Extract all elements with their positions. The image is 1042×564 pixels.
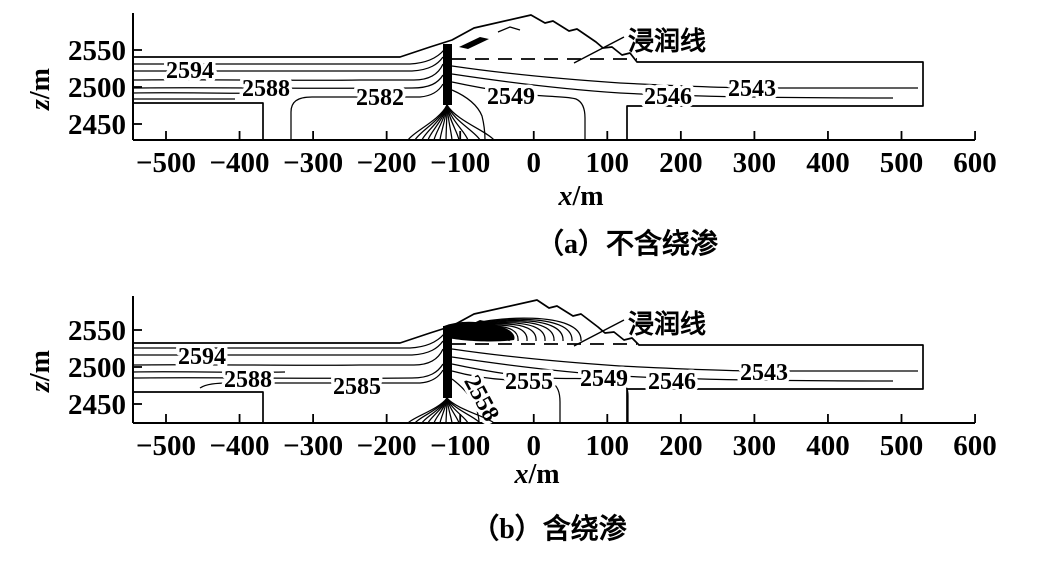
x-tick-label: −100 [430, 147, 490, 179]
contour-value-label: 2594 [166, 58, 214, 84]
x-tick-label: −400 [210, 430, 270, 462]
cutoff-wall-a [443, 44, 452, 105]
x-tick-label: −200 [357, 147, 417, 179]
contour-line [133, 49, 445, 65]
bypass-seepage-contour [467, 318, 573, 342]
x-tick-label: 600 [953, 430, 997, 462]
flow-fan-line [446, 397, 495, 424]
x-tick-label: 300 [733, 430, 777, 462]
contour-line [451, 73, 894, 99]
contour-line [132, 74, 444, 89]
contour-value-label: 2555 [505, 369, 553, 395]
crest-berm-line-a [497, 26, 521, 33]
bypass-seepage-contour [466, 319, 564, 342]
y-tick-label: 2550 [68, 315, 126, 347]
bypass-seepage-contour [458, 325, 519, 342]
x-tick-label: −300 [283, 147, 343, 179]
contour-line [132, 348, 444, 366]
x-tick-label: −500 [136, 147, 196, 179]
contour-line [451, 370, 561, 423]
contour-value-label: 2549 [580, 366, 628, 392]
phreatic-label-b: 浸润线 [628, 309, 706, 339]
x-tick-label: −200 [357, 430, 417, 462]
x-tick-label: 0 [527, 430, 542, 462]
contour-line [451, 348, 918, 372]
x-tick-label: 500 [880, 430, 924, 462]
chart-b: 浸润线 x/m z/m （b）含绕渗 −500 −400 −300 −200 −100 0… [25, 296, 997, 545]
contour-value-label: 2543 [728, 76, 776, 102]
flow-fan-line [446, 104, 495, 141]
contour-line [451, 81, 586, 140]
contour-line [132, 371, 286, 373]
x-tick-label: 200 [659, 430, 703, 462]
x-tick-label: 300 [733, 147, 777, 179]
foundation-shelf-left-b [133, 391, 264, 423]
caption-a: （a）不含绕渗 [536, 227, 719, 260]
contour-value-label: 2585 [333, 374, 381, 400]
water-level-marker-a [459, 37, 489, 49]
contour-value-label: 2546 [644, 84, 692, 110]
chart-a: 浸润线 x/m z/m （a）不含绕渗 −500 −400 −300 −200 −100… [25, 13, 997, 260]
x-tick-label: 400 [806, 430, 850, 462]
contour-line [290, 83, 444, 140]
foundation-shelf-left-a [133, 102, 264, 140]
x-tick-label: 500 [880, 147, 924, 179]
contour-line [133, 56, 444, 72]
y-tick-label: 2550 [68, 35, 126, 67]
contour-value-label: 2582 [356, 85, 404, 111]
bypass-seepage-contour [457, 327, 510, 342]
y-tick-label: 2450 [68, 389, 126, 421]
contour-value-label: 2543 [740, 360, 788, 386]
x-axis-title-b: x/m [513, 459, 559, 490]
y-axis-title-b: z/m [25, 350, 56, 393]
contour-value-label: 2546 [648, 369, 696, 395]
phreatic-leader-b [573, 319, 625, 347]
contour-line [199, 369, 444, 389]
x-tick-label: 100 [586, 147, 630, 179]
x-tick-label: −100 [430, 430, 490, 462]
y-tick-label: 2500 [68, 352, 126, 384]
contour-value-label: 2588 [224, 367, 272, 393]
contour-line [133, 340, 444, 356]
x-tick-label: 200 [659, 147, 703, 179]
x-tick-label: 400 [806, 147, 850, 179]
contour-value-label: 2594 [178, 344, 226, 370]
cutoff-wall-b [443, 326, 452, 398]
x-tick-label: −300 [283, 430, 343, 462]
contour-line [132, 92, 286, 94]
x-tick-label: 600 [953, 147, 997, 179]
contour-line [132, 363, 444, 379]
contour-line [133, 333, 445, 349]
bypass-seepage-contour [461, 323, 537, 342]
bypass-seepage-contour [469, 317, 582, 342]
bypass-seepage-contour [463, 322, 546, 342]
dam-outline-a [133, 14, 924, 140]
x-tick-label: 0 [527, 147, 542, 179]
contour-value-label: 2588 [242, 76, 290, 102]
y-tick-label: 2450 [68, 109, 126, 141]
caption-b: （b）含绕渗 [471, 512, 628, 545]
phreatic-leader-a [573, 36, 625, 64]
contour-line [451, 65, 918, 89]
generated-ticks-labels-a: −500 −400 −300 −200 −100 0 100 200 300 400 500 600 2… [68, 35, 997, 179]
contour-line [451, 356, 894, 382]
x-tick-label: −500 [136, 430, 196, 462]
y-axis-title-a: z/m [25, 68, 56, 111]
contour-line [451, 363, 629, 423]
x-tick-label: −400 [210, 147, 270, 179]
phreatic-label-a: 浸润线 [628, 26, 706, 56]
contour-value-label: 2549 [487, 84, 535, 110]
x-axis-title-a: x/m [557, 181, 603, 212]
bypass-seepage-contour [460, 324, 528, 342]
contour-line [132, 63, 444, 81]
x-tick-label: 100 [586, 430, 630, 462]
y-tick-label: 2500 [68, 72, 126, 104]
contour-line [451, 378, 480, 424]
bypass-seepage-contour [464, 321, 555, 342]
